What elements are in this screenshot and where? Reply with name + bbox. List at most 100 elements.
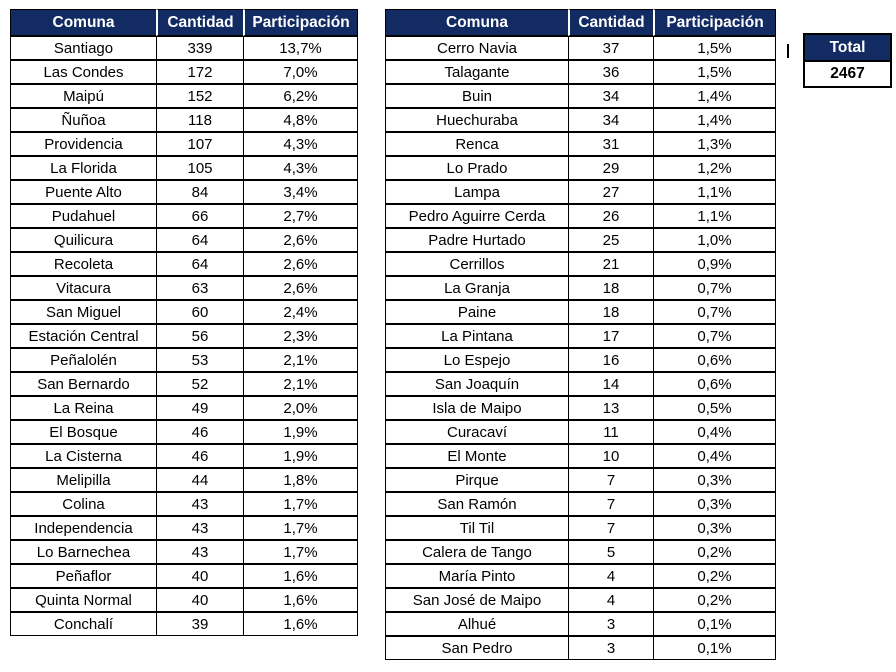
cell-participacion: 4,3% (243, 156, 358, 180)
cell-comuna: Lo Barnechea (10, 540, 156, 564)
cell-comuna: Renca (385, 132, 568, 156)
table-row: Independencia 43 1,7% (10, 516, 358, 540)
table-row: La Florida 105 4,3% (10, 156, 358, 180)
cell-cantidad: 172 (156, 60, 243, 84)
table-row: San Bernardo 52 2,1% (10, 372, 358, 396)
cell-participacion: 6,2% (243, 84, 358, 108)
cell-participacion: 1,5% (653, 36, 776, 60)
table-row: Pudahuel 66 2,7% (10, 204, 358, 228)
column-header-cantidad: Cantidad (568, 9, 653, 36)
cell-participacion: 2,6% (243, 228, 358, 252)
table-row: Padre Hurtado 25 1,0% (385, 228, 776, 252)
table-row: Ñuñoa 118 4,8% (10, 108, 358, 132)
cell-cantidad: 39 (156, 612, 243, 636)
table-row: San Miguel 60 2,4% (10, 300, 358, 324)
table-row: Curacaví 11 0,4% (385, 420, 776, 444)
cell-participacion: 0,7% (653, 300, 776, 324)
table-row: Calera de Tango 5 0,2% (385, 540, 776, 564)
cell-cantidad: 7 (568, 468, 653, 492)
cell-cantidad: 37 (568, 36, 653, 60)
cell-cantidad: 21 (568, 252, 653, 276)
cell-participacion: 13,7% (243, 36, 358, 60)
cell-participacion: 2,6% (243, 252, 358, 276)
cell-participacion: 2,3% (243, 324, 358, 348)
table-row: Pedro Aguirre Cerda 26 1,1% (385, 204, 776, 228)
cell-participacion: 1,7% (243, 540, 358, 564)
cell-cantidad: 56 (156, 324, 243, 348)
cell-cantidad: 26 (568, 204, 653, 228)
cell-participacion: 1,5% (653, 60, 776, 84)
cell-comuna: Lo Espejo (385, 348, 568, 372)
cell-cantidad: 43 (156, 540, 243, 564)
table-row: San Joaquín 14 0,6% (385, 372, 776, 396)
cell-participacion: 0,2% (653, 540, 776, 564)
cell-participacion: 1,3% (653, 132, 776, 156)
table-row: Melipilla 44 1,8% (10, 468, 358, 492)
cell-comuna: Las Condes (10, 60, 156, 84)
cell-comuna: Colina (10, 492, 156, 516)
cell-participacion: 1,7% (243, 492, 358, 516)
cell-participacion: 0,1% (653, 636, 776, 660)
cell-participacion: 1,4% (653, 84, 776, 108)
cell-comuna: Pirque (385, 468, 568, 492)
cell-participacion: 1,8% (243, 468, 358, 492)
cell-comuna: La Reina (10, 396, 156, 420)
cell-participacion: 2,7% (243, 204, 358, 228)
cell-participacion: 2,0% (243, 396, 358, 420)
cell-participacion: 4,3% (243, 132, 358, 156)
table-row: San Ramón 7 0,3% (385, 492, 776, 516)
cell-cantidad: 5 (568, 540, 653, 564)
cell-comuna: Pedro Aguirre Cerda (385, 204, 568, 228)
cell-comuna: Lo Prado (385, 156, 568, 180)
cell-comuna: Maipú (10, 84, 156, 108)
table-row: Puente Alto 84 3,4% (10, 180, 358, 204)
cell-participacion: 2,6% (243, 276, 358, 300)
cell-comuna: Curacaví (385, 420, 568, 444)
table-row: Santiago 339 13,7% (10, 36, 358, 60)
cell-participacion: 0,4% (653, 420, 776, 444)
cell-comuna: Alhué (385, 612, 568, 636)
cell-participacion: 0,3% (653, 516, 776, 540)
cell-participacion: 1,6% (243, 564, 358, 588)
table-row: Lo Barnechea 43 1,7% (10, 540, 358, 564)
cell-cantidad: 18 (568, 276, 653, 300)
cell-participacion: 1,1% (653, 204, 776, 228)
cell-cantidad: 11 (568, 420, 653, 444)
cell-comuna: San Ramón (385, 492, 568, 516)
cell-cantidad: 43 (156, 516, 243, 540)
table-row: Colina 43 1,7% (10, 492, 358, 516)
cell-cantidad: 107 (156, 132, 243, 156)
total-value: 2467 (805, 62, 890, 86)
cell-cantidad: 118 (156, 108, 243, 132)
cell-comuna: Ñuñoa (10, 108, 156, 132)
cell-comuna: Providencia (10, 132, 156, 156)
table-row: Lampa 27 1,1% (385, 180, 776, 204)
cell-comuna: San José de Maipo (385, 588, 568, 612)
cell-cantidad: 40 (156, 588, 243, 612)
cell-participacion: 0,6% (653, 348, 776, 372)
cell-comuna: San Joaquín (385, 372, 568, 396)
cell-comuna: María Pinto (385, 564, 568, 588)
cell-participacion: 0,7% (653, 324, 776, 348)
cell-cantidad: 64 (156, 252, 243, 276)
table-row: María Pinto 4 0,2% (385, 564, 776, 588)
cell-comuna: Puente Alto (10, 180, 156, 204)
cell-comuna: Conchalí (10, 612, 156, 636)
table-row: Las Condes 172 7,0% (10, 60, 358, 84)
cell-comuna: Independencia (10, 516, 156, 540)
table-row: San Pedro 3 0,1% (385, 636, 776, 660)
cell-cantidad: 339 (156, 36, 243, 60)
table-row: La Pintana 17 0,7% (385, 324, 776, 348)
comuna-table-right: Comuna Cantidad Participación Cerro Navi… (385, 9, 776, 660)
table-row: Providencia 107 4,3% (10, 132, 358, 156)
table-row: Quinta Normal 40 1,6% (10, 588, 358, 612)
cell-participacion: 1,6% (243, 612, 358, 636)
cell-cantidad: 49 (156, 396, 243, 420)
cell-comuna: La Cisterna (10, 444, 156, 468)
cell-participacion: 2,1% (243, 348, 358, 372)
cell-cantidad: 60 (156, 300, 243, 324)
table-row: Cerrillos 21 0,9% (385, 252, 776, 276)
cell-participacion: 1,4% (653, 108, 776, 132)
cell-cantidad: 44 (156, 468, 243, 492)
cell-cantidad: 7 (568, 516, 653, 540)
